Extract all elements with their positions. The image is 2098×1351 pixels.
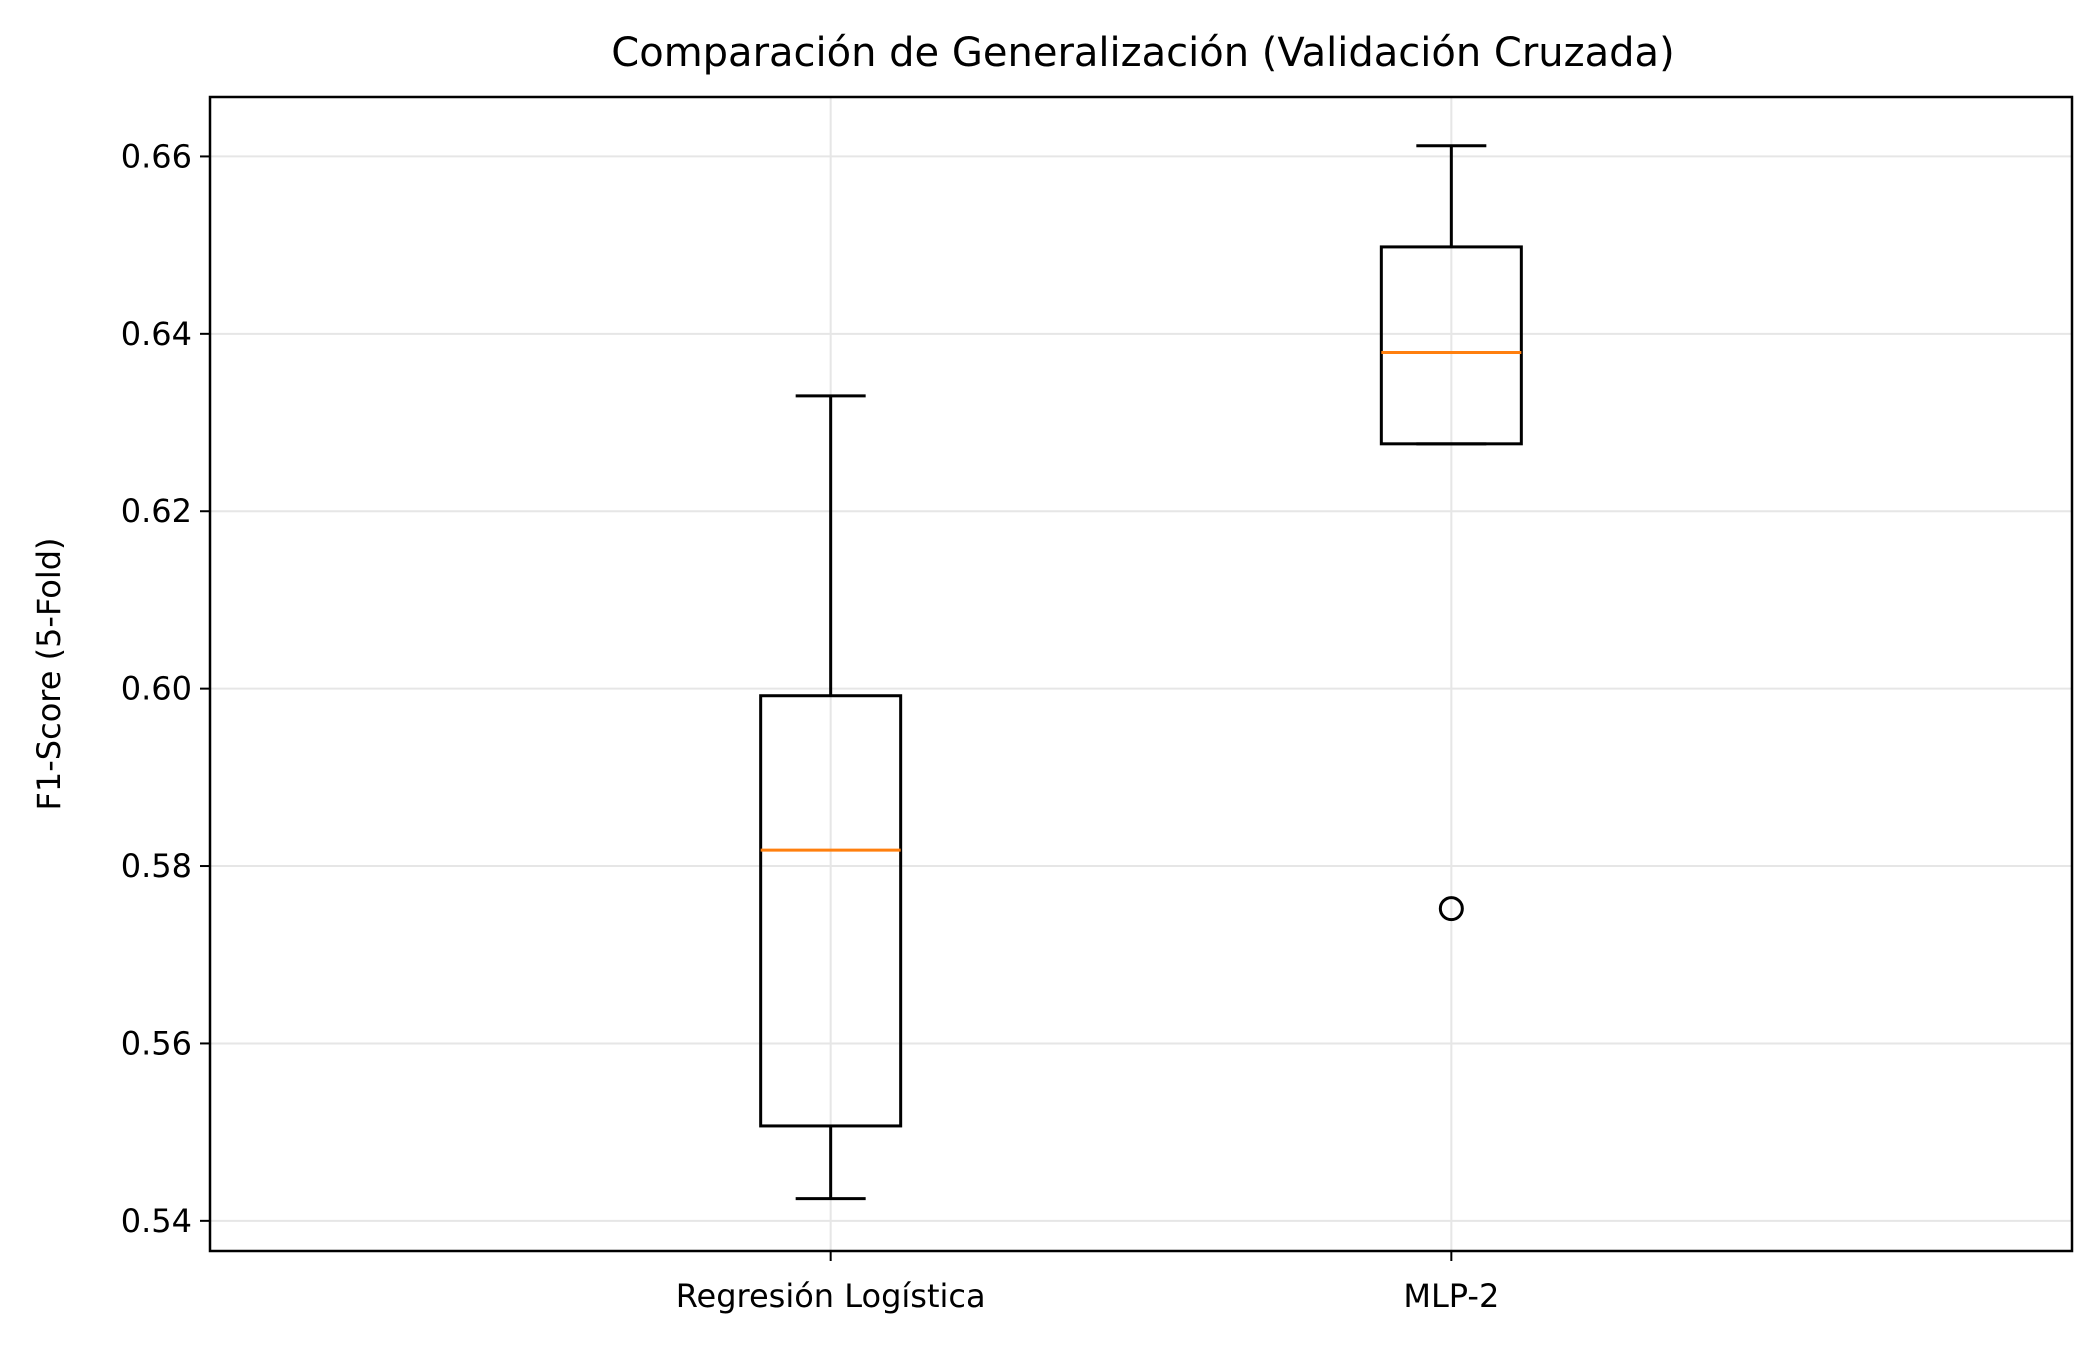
y-tick-label: 0.56 <box>121 1024 192 1062</box>
box-iqr <box>759 694 903 1128</box>
plot-area: 0.54 0.56 0.58 0.60 0.62 0.64 0.66 Regresión Lo… <box>121 95 2074 1315</box>
y-tick-label: 0.54 <box>121 1202 192 1240</box>
y-tick-label: 0.58 <box>121 847 192 885</box>
y-tick-label: 0.62 <box>121 492 192 530</box>
x-tick-label: Regresión Logística <box>676 1277 986 1315</box>
outlier-point <box>1438 896 1464 922</box>
x-tick-label: MLP-2 <box>1403 1277 1499 1315</box>
box-iqr <box>1379 245 1523 446</box>
y-axis-label: F1-Score (5-Fold) <box>30 537 68 810</box>
chart-title: Comparación de Generalización (Validació… <box>611 30 1674 76</box>
y-tick-label: 0.64 <box>121 315 192 353</box>
y-tick-label: 0.60 <box>121 670 192 708</box>
y-tick-label: 0.66 <box>121 137 192 175</box>
axes-frame <box>208 95 2074 1253</box>
